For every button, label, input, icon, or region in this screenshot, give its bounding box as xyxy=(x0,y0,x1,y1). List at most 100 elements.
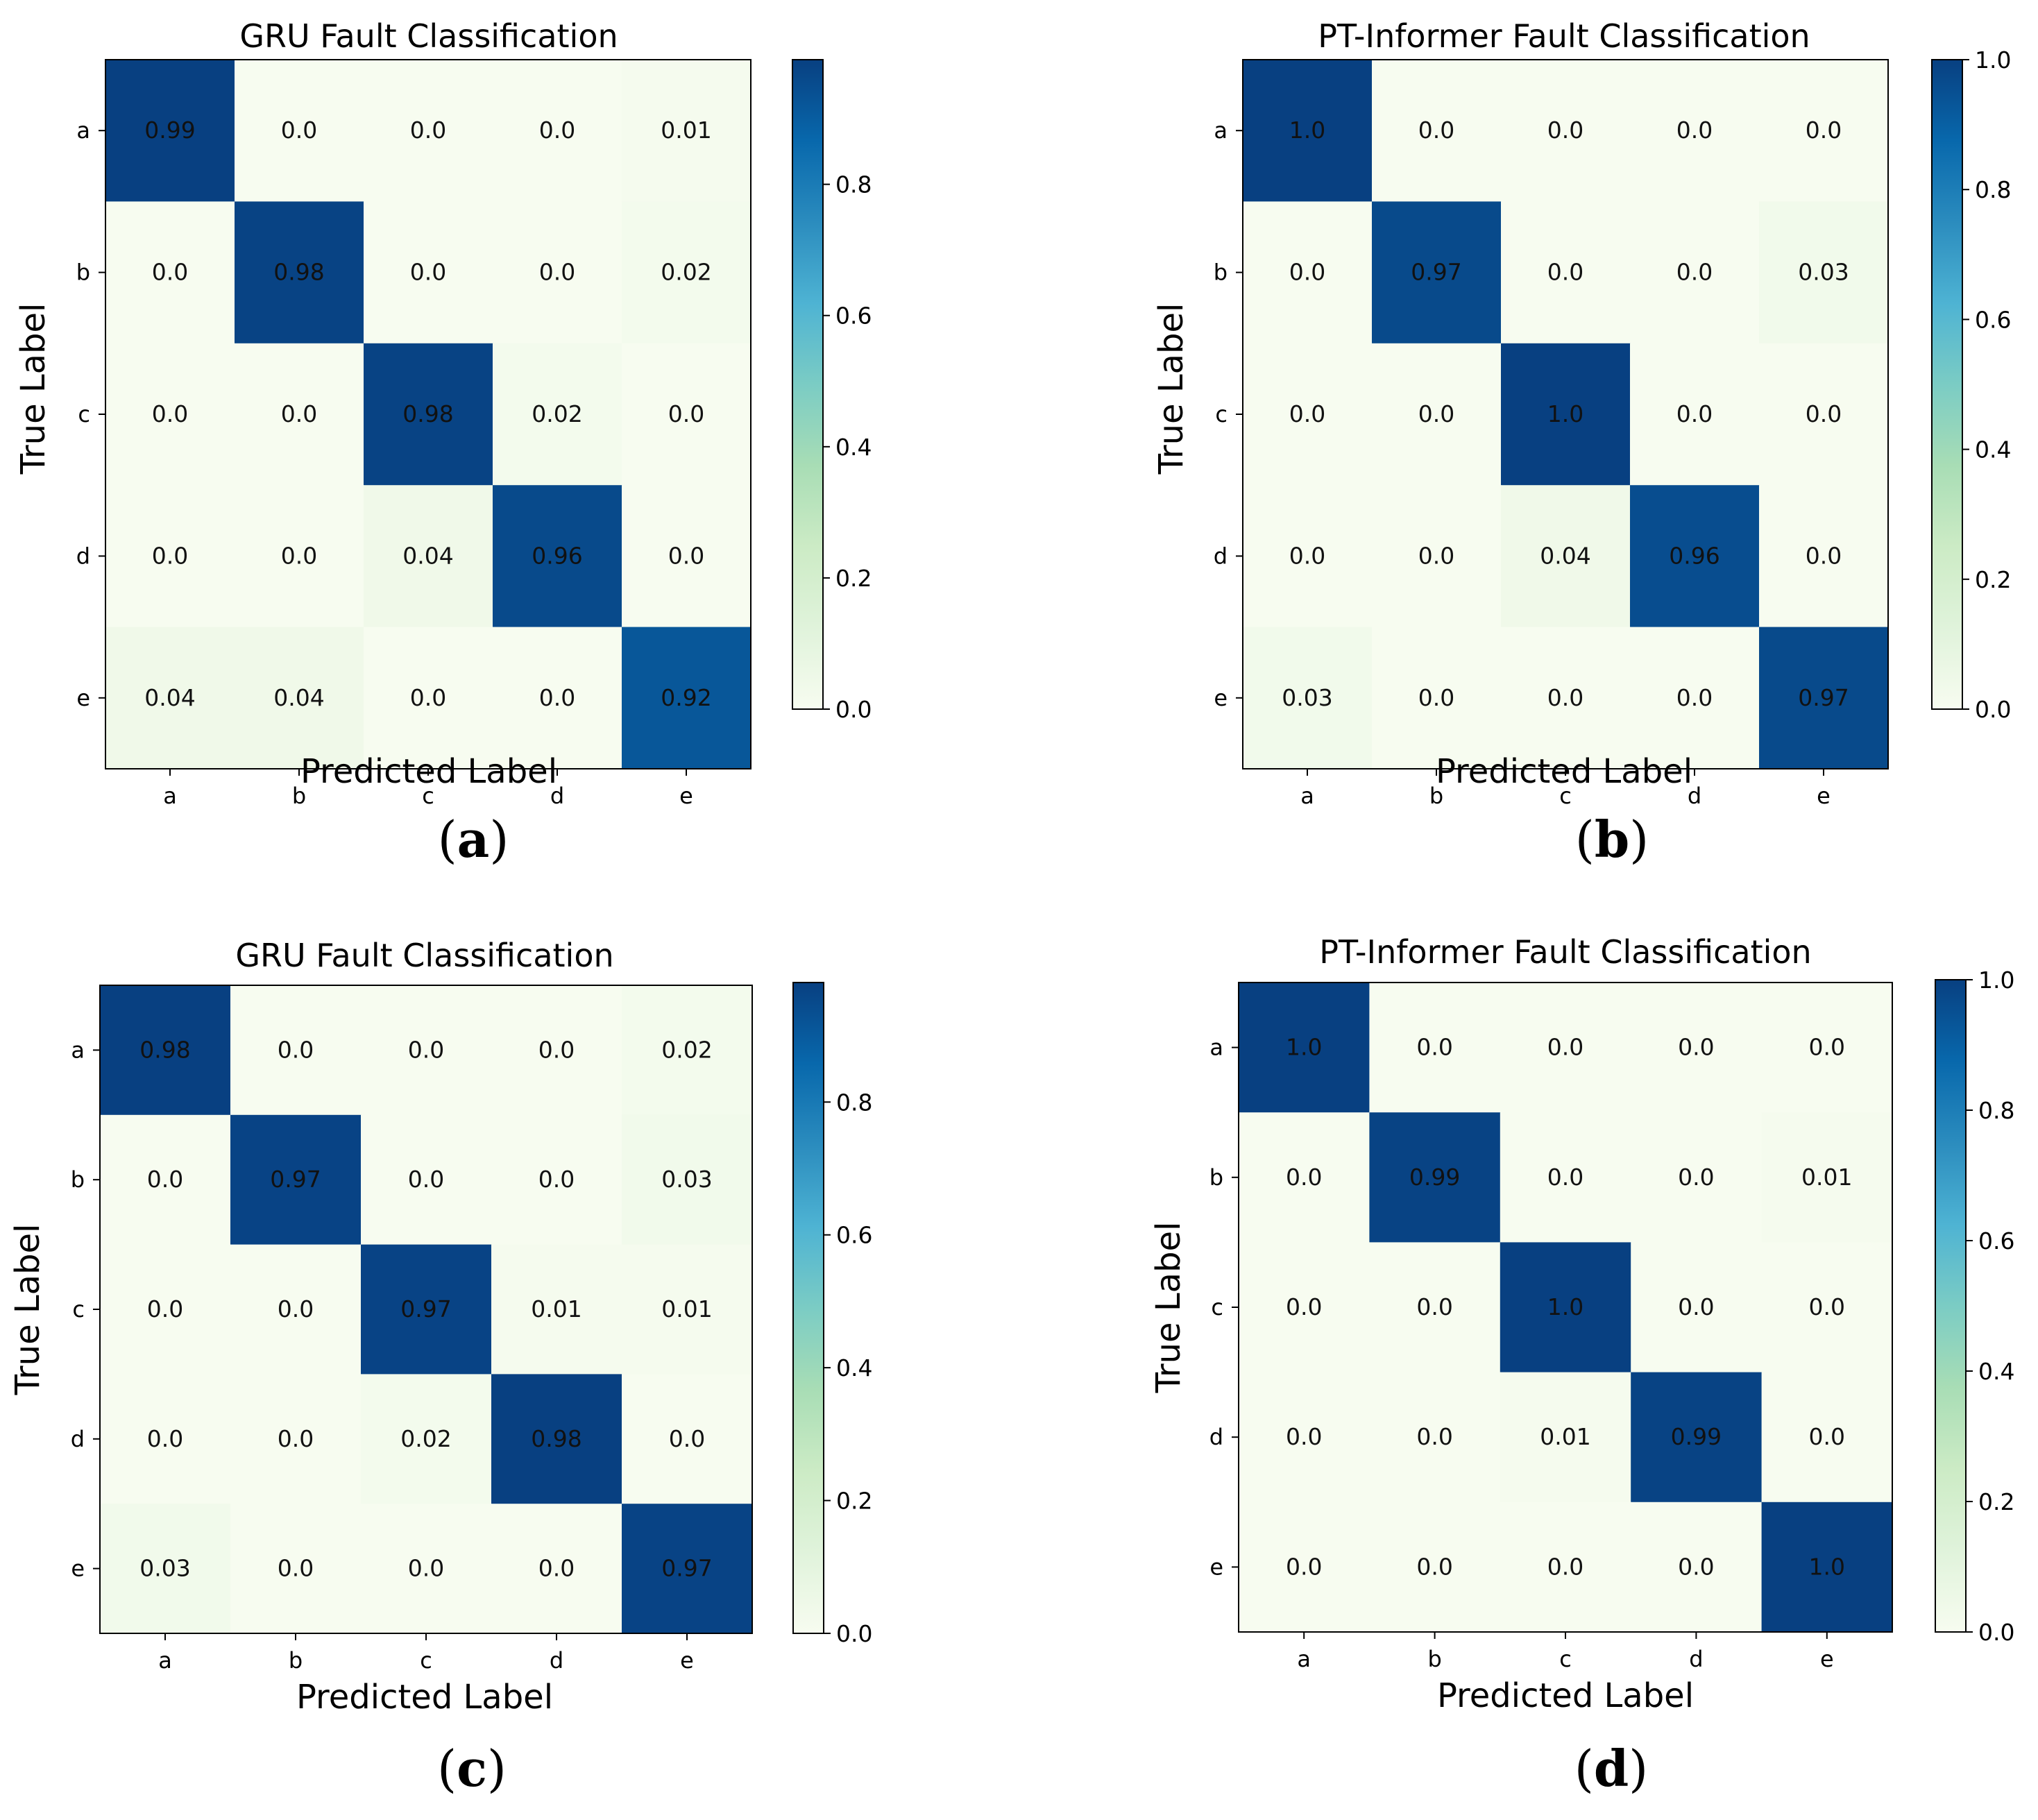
heatmap-cell xyxy=(105,343,235,486)
cell-value-label: 0.97 xyxy=(661,1555,712,1582)
cell-value-label: 0.0 xyxy=(1416,1553,1452,1580)
chart-title: PT-Informer Fault Classification xyxy=(1318,17,1810,55)
cell-value-label: 0.0 xyxy=(281,542,317,569)
heatmap-cell xyxy=(622,985,753,1116)
cell-value-label: 0.0 xyxy=(1678,1164,1714,1191)
cell-value-label: 0.98 xyxy=(402,400,453,427)
cell-value-label: 0.0 xyxy=(1676,117,1713,144)
colorbar-tick-label: 0.2 xyxy=(835,565,872,592)
cell-value-label: 0.97 xyxy=(1411,259,1461,286)
cell-value-label: 0.02 xyxy=(400,1425,451,1452)
heatmap-cell xyxy=(1500,1372,1631,1503)
heatmap-cell xyxy=(361,1374,492,1504)
cell-value-label: 0.01 xyxy=(661,1295,712,1323)
heatmap-cell xyxy=(622,60,751,202)
cell-value-label: 0.0 xyxy=(538,1555,575,1582)
heatmap-cell xyxy=(1759,201,1889,344)
y-tick-label: e xyxy=(1214,685,1228,711)
x-axis-label: Predicted Label xyxy=(296,1678,553,1717)
heatmap-cell xyxy=(1239,983,1370,1113)
heatmap-cell xyxy=(105,201,235,344)
y-tick-label: b xyxy=(76,260,90,286)
chart-title: GRU Fault Classification xyxy=(235,937,613,974)
heatmap-cell xyxy=(105,627,235,769)
panel-b: PT-Informer Fault Classification 1.0 0.0 0.… xyxy=(1152,17,2011,869)
heatmap-cell xyxy=(1243,343,1373,486)
heatmap-cell xyxy=(1369,1372,1501,1503)
y-axis-label: True Label xyxy=(8,1224,47,1396)
cell-value-label: 0.99 xyxy=(144,117,195,144)
x-tick-label: a xyxy=(158,1647,172,1674)
heatmap-cell xyxy=(235,485,364,628)
heatmap-cell xyxy=(622,1114,753,1245)
x-tick-label: d xyxy=(1689,1646,1703,1672)
y-tick-label: d xyxy=(76,543,90,569)
cell-value-label: 0.0 xyxy=(1418,400,1454,427)
cell-value-label: 0.0 xyxy=(1418,684,1454,711)
cell-value-label: 0.0 xyxy=(147,1295,183,1323)
heatmap-cell xyxy=(1761,1372,1893,1503)
x-tick-label: a xyxy=(1297,1646,1311,1672)
cell-value-label: 0.0 xyxy=(152,400,188,427)
cell-value-label: 0.03 xyxy=(1282,684,1332,711)
heatmap-cell xyxy=(1759,60,1889,202)
heatmap-cell xyxy=(1372,201,1502,344)
heatmap-cell xyxy=(1630,201,1760,344)
cell-value-label: 0.0 xyxy=(1289,400,1325,427)
cell-value-label: 0.0 xyxy=(1418,117,1454,144)
y-tick-label: c xyxy=(72,1296,85,1323)
cell-value-label: 0.0 xyxy=(1416,1293,1452,1320)
heatmap-cell xyxy=(361,1114,492,1245)
cell-value-label: 0.0 xyxy=(1547,684,1583,711)
cell-value-label: 0.0 xyxy=(152,259,188,286)
cell-value-label: 0.0 xyxy=(1547,1164,1583,1191)
heatmap-cell xyxy=(491,1374,622,1504)
cell-value-label: 0.97 xyxy=(270,1166,321,1193)
colorbar-tick-label: 0.2 xyxy=(1978,1488,2014,1515)
heatmap-cell xyxy=(1630,485,1760,628)
heatmap-cell xyxy=(235,343,364,486)
heatmap-cell xyxy=(622,1504,753,1634)
y-tick-label: d xyxy=(71,1426,85,1452)
cell-value-label: 1.0 xyxy=(1286,1034,1322,1061)
cell-value-label: 0.99 xyxy=(1409,1164,1460,1191)
chart-title: PT-Informer Fault Classification xyxy=(1319,933,1811,971)
cell-value-label: 0.0 xyxy=(1418,542,1454,569)
heatmap-cell xyxy=(1372,343,1502,486)
y-tick-label: b xyxy=(1214,260,1228,286)
panel-label-close-paren: ) xyxy=(489,810,509,869)
heatmap-cell xyxy=(1500,1242,1631,1373)
cell-value-label: 0.0 xyxy=(147,1425,183,1452)
x-tick-label: c xyxy=(1559,783,1572,809)
y-tick-label: e xyxy=(71,1556,85,1582)
heatmap-cell xyxy=(100,985,231,1116)
panel-label-open-paren: ( xyxy=(1575,810,1595,869)
heatmap-cell xyxy=(1500,983,1631,1113)
x-tick-label: c xyxy=(422,783,434,809)
x-tick-label: d xyxy=(550,783,564,809)
colorbar-tick-label: 0.8 xyxy=(1975,176,2011,203)
heatmap-cell xyxy=(1501,485,1631,628)
heatmap-cell xyxy=(1631,1502,1763,1633)
heatmap-cell xyxy=(1761,1112,1893,1243)
cell-value-label: 0.01 xyxy=(661,117,711,144)
heatmap-cell xyxy=(1759,627,1889,769)
colorbar-tick-label: 0.4 xyxy=(836,1354,872,1381)
panel-label: (b) xyxy=(1575,810,1649,869)
cell-value-label: 0.0 xyxy=(539,117,575,144)
heatmap-cell xyxy=(230,1504,362,1634)
cell-value-label: 0.0 xyxy=(1547,259,1583,286)
heatmap-cell xyxy=(364,627,493,769)
panel-label-letter: c xyxy=(457,1739,487,1798)
cell-value-label: 0.0 xyxy=(408,1166,444,1193)
heatmap-cell xyxy=(230,1374,362,1504)
heatmap-cell xyxy=(1759,343,1889,486)
colorbar xyxy=(792,982,824,1634)
colorbar xyxy=(1935,979,1967,1633)
x-axis-label: Predicted Label xyxy=(300,752,557,791)
heatmap-cell xyxy=(361,1504,492,1634)
y-tick-label: a xyxy=(76,117,90,144)
heatmap-cell xyxy=(364,485,493,628)
heatmap-cell xyxy=(100,1374,231,1504)
